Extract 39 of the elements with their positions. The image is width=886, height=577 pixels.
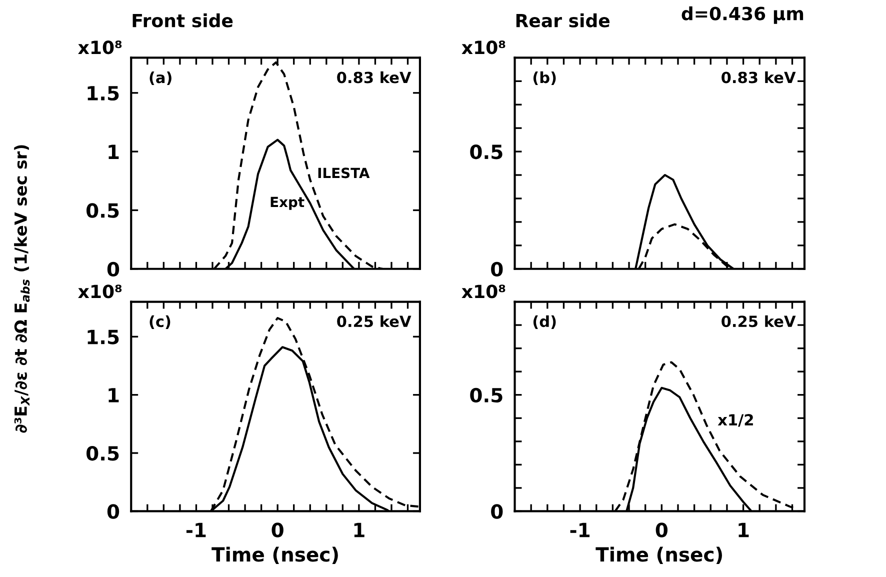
text: x10⁸	[462, 40, 506, 54]
y-tick-label: 0.5	[470, 144, 502, 160]
annotation: 0.25 keV	[722, 315, 796, 328]
x-tick-label: -1	[570, 522, 590, 538]
x-axis-title: Time (nsec)	[212, 546, 338, 564]
text: x10⁸	[78, 284, 122, 298]
x-tick-label: -1	[186, 522, 206, 538]
y-tick-label: 0	[491, 262, 503, 277]
series-label: Expt	[270, 196, 304, 210]
chart-title: Rear side	[516, 13, 610, 28]
annotation: x1/2	[718, 414, 753, 427]
annotation: (d)	[533, 315, 556, 329]
x-tick-label: 0	[656, 522, 668, 538]
text: d=0.436 μm	[682, 6, 804, 24]
y-axis-title: ∂³E$_{X}$/∂ε ∂t ∂Ω E$_{abs}$ (1/keV sec sr)	[14, 145, 30, 433]
y-tick-label: 1.5	[88, 330, 119, 344]
y-tick-label: 0	[491, 504, 503, 519]
annotation: 0.83 keV	[722, 71, 796, 84]
text: x10⁸	[462, 284, 506, 298]
annotation: 0.25 keV	[337, 315, 412, 328]
y-tick-label: 0.5	[86, 203, 119, 218]
annotation: (a)	[150, 71, 172, 86]
x-tick-label: 1	[738, 522, 749, 538]
annotation: (b)	[533, 71, 556, 86]
y-tick-label: 1	[108, 144, 119, 159]
annotation: 0.83 keV	[337, 71, 412, 84]
x-axis-title: Time (nsec)	[596, 546, 722, 564]
x-tick-label: 1	[354, 522, 364, 538]
series-label: ILESTA	[318, 168, 370, 178]
y-tick-label: 0.5	[470, 388, 502, 403]
y-tick-label: 0.5	[86, 446, 119, 461]
y-tick-label: 1	[108, 388, 119, 402]
chart-title: Front side	[132, 13, 233, 28]
y-tick-label: 1.5	[88, 86, 119, 101]
annotation: (c)	[150, 315, 170, 329]
y-tick-label: 0	[107, 504, 120, 519]
text: x10⁸	[78, 40, 122, 54]
x-tick-label: 0	[272, 522, 284, 538]
y-tick-label: 0	[107, 262, 120, 277]
